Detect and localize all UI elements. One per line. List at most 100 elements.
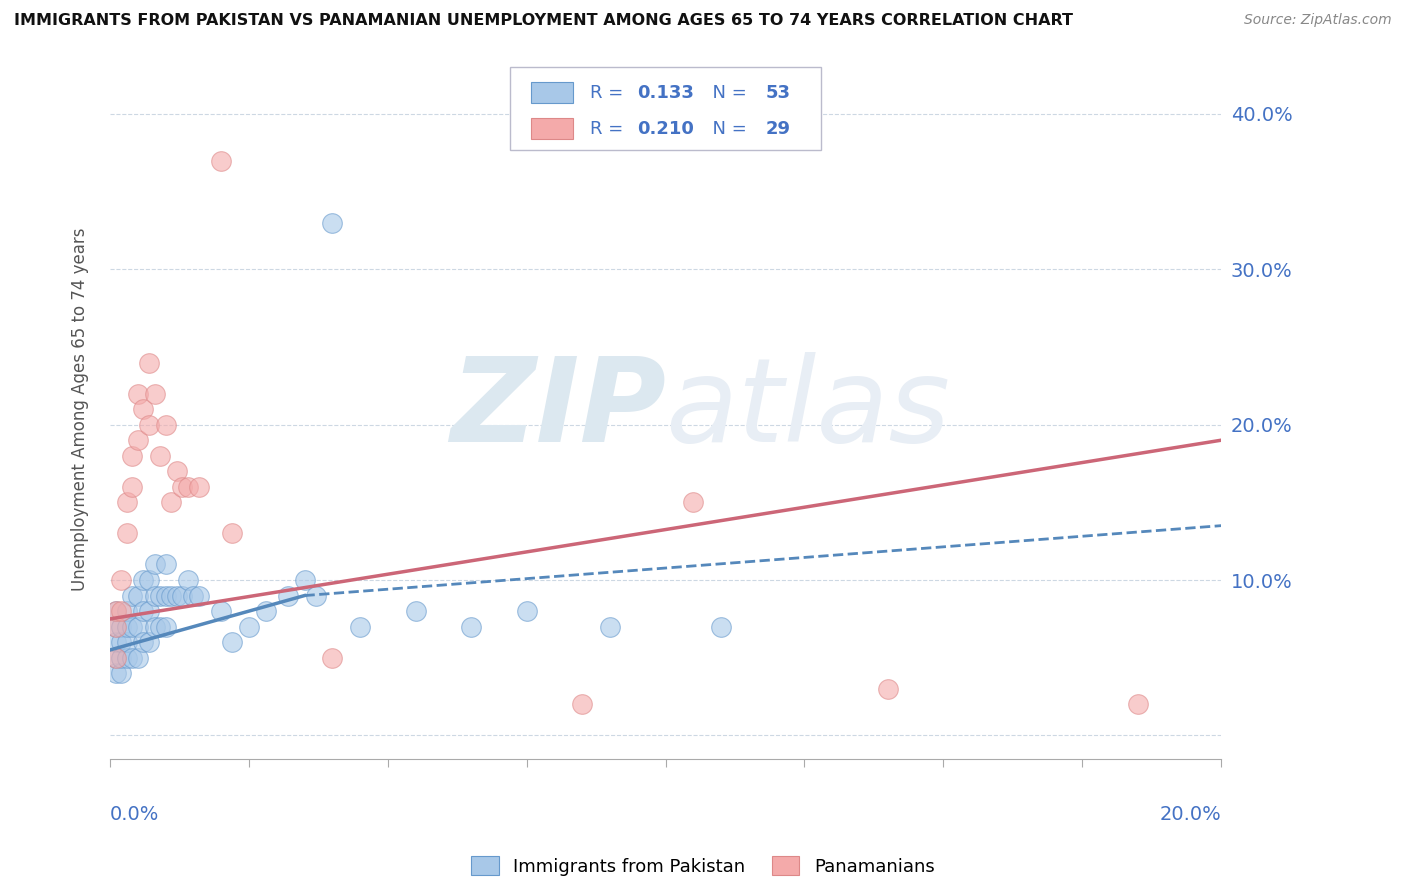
Point — [132, 573, 155, 587]
Text: 0.133: 0.133 — [637, 84, 693, 102]
Point — [304, 589, 326, 603]
Text: R =: R = — [591, 120, 628, 137]
Point — [132, 402, 155, 417]
Point — [115, 495, 138, 509]
Point — [149, 589, 172, 603]
Point — [321, 650, 343, 665]
Point — [172, 480, 194, 494]
Text: IMMIGRANTS FROM PAKISTAN VS PANAMANIAN UNEMPLOYMENT AMONG AGES 65 TO 74 YEARS CO: IMMIGRANTS FROM PAKISTAN VS PANAMANIAN U… — [14, 13, 1073, 29]
Y-axis label: Unemployment Among Ages 65 to 74 years: Unemployment Among Ages 65 to 74 years — [72, 227, 89, 591]
Point — [121, 650, 143, 665]
Point — [209, 153, 232, 168]
Point — [166, 464, 188, 478]
Point — [221, 635, 243, 649]
Bar — [531, 82, 574, 103]
Point — [127, 386, 149, 401]
Point — [104, 604, 127, 618]
Text: Source: ZipAtlas.com: Source: ZipAtlas.com — [1244, 13, 1392, 28]
Text: N =: N = — [702, 120, 752, 137]
Point — [294, 573, 316, 587]
Point — [121, 449, 143, 463]
Point — [460, 620, 482, 634]
Point — [127, 620, 149, 634]
Point — [104, 650, 127, 665]
Point — [277, 589, 299, 603]
Point — [876, 681, 898, 696]
Point — [599, 620, 621, 634]
Text: 53: 53 — [766, 84, 790, 102]
Point — [110, 620, 132, 634]
Bar — [531, 119, 574, 139]
Point — [571, 698, 593, 712]
Point — [138, 417, 160, 432]
Point — [104, 650, 127, 665]
Point — [254, 604, 277, 618]
Point — [138, 635, 160, 649]
Point — [682, 495, 704, 509]
Point — [104, 666, 127, 681]
Text: 20.0%: 20.0% — [1160, 805, 1220, 824]
Point — [160, 589, 183, 603]
Point — [172, 589, 194, 603]
Legend: Immigrants from Pakistan, Panamanians: Immigrants from Pakistan, Panamanians — [464, 849, 942, 883]
Point — [166, 589, 188, 603]
Point — [209, 604, 232, 618]
Point — [349, 620, 371, 634]
Point — [143, 620, 166, 634]
Point — [405, 604, 427, 618]
Point — [127, 589, 149, 603]
Point — [155, 620, 177, 634]
Point — [104, 620, 127, 634]
FancyBboxPatch shape — [510, 67, 821, 151]
Point — [149, 449, 172, 463]
Point — [115, 620, 138, 634]
Point — [149, 620, 172, 634]
Point — [121, 589, 143, 603]
Point — [138, 355, 160, 369]
Point — [110, 604, 132, 618]
Text: 0.210: 0.210 — [637, 120, 693, 137]
Point — [143, 386, 166, 401]
Point — [321, 216, 343, 230]
Text: N =: N = — [702, 84, 752, 102]
Point — [138, 604, 160, 618]
Point — [177, 480, 200, 494]
Point — [115, 650, 138, 665]
Point — [155, 558, 177, 572]
Text: R =: R = — [591, 84, 628, 102]
Point — [143, 589, 166, 603]
Point — [115, 604, 138, 618]
Point — [110, 666, 132, 681]
Point — [121, 620, 143, 634]
Point — [132, 604, 155, 618]
Point — [110, 635, 132, 649]
Point — [104, 604, 127, 618]
Point — [110, 650, 132, 665]
Point — [143, 558, 166, 572]
Point — [138, 573, 160, 587]
Point — [110, 573, 132, 587]
Text: atlas: atlas — [665, 352, 950, 467]
Point — [188, 480, 211, 494]
Point — [104, 620, 127, 634]
Point — [183, 589, 205, 603]
Point — [104, 635, 127, 649]
Point — [221, 526, 243, 541]
Point — [160, 495, 183, 509]
Point — [115, 635, 138, 649]
Point — [121, 480, 143, 494]
Point — [132, 635, 155, 649]
Point — [188, 589, 211, 603]
Point — [1126, 698, 1149, 712]
Point — [127, 650, 149, 665]
Text: ZIP: ZIP — [450, 351, 665, 467]
Text: 29: 29 — [766, 120, 790, 137]
Point — [155, 417, 177, 432]
Point — [516, 604, 538, 618]
Point — [177, 573, 200, 587]
Point — [238, 620, 260, 634]
Point — [155, 589, 177, 603]
Point — [710, 620, 733, 634]
Point — [115, 526, 138, 541]
Text: 0.0%: 0.0% — [110, 805, 159, 824]
